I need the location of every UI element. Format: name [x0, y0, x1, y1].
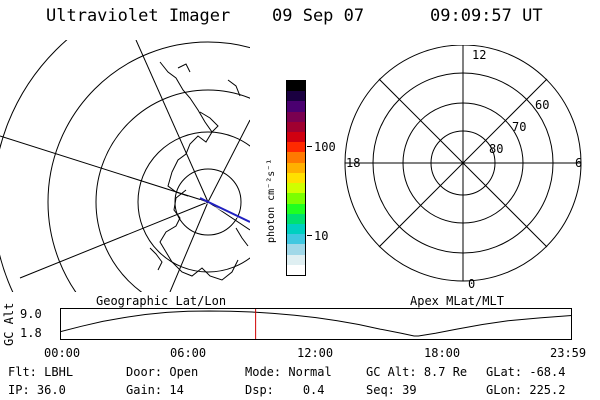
colorbar-band: [287, 234, 305, 245]
time-label: 09:09:57 UT: [430, 6, 543, 26]
colorbar-band: [287, 101, 305, 113]
altitude-plot-frame: [60, 308, 572, 340]
mlat-label-80: 80: [489, 142, 503, 156]
altitude-series-line: [60, 310, 572, 337]
colorbar-band: [287, 223, 305, 235]
colorbar-band: [287, 81, 305, 92]
mlt-label-6: 6: [575, 156, 582, 170]
xtick-1200: 12:00: [297, 346, 334, 360]
lat-circle: [47, 41, 250, 292]
track-line: [199, 197, 250, 223]
coastline: [159, 61, 213, 197]
colorbar-tickmark: [307, 146, 312, 147]
coastline: [227, 79, 241, 97]
geographic-panel-label: Geographic Lat/Lon: [96, 294, 227, 308]
colorbar-band: [287, 254, 305, 266]
altitude-ytick-bottom: 1.8: [20, 326, 42, 340]
status-ip: IP: 36.0: [8, 383, 66, 397]
colorbar-unit-label: photon cm⁻²s⁻¹: [266, 158, 277, 243]
date-label: 09 Sep 07: [272, 6, 365, 26]
coastline: [159, 189, 239, 281]
polar-mlt-plot: 12 6 0 18 60 70 80: [344, 45, 582, 290]
mlt-label-18: 18: [346, 156, 360, 170]
meridian: [169, 201, 209, 292]
coastline: [235, 227, 249, 247]
colorbar-band: [287, 91, 305, 102]
colorbar-tick-10: 10: [314, 229, 329, 243]
altitude-ylabel: GC Alt: [2, 302, 16, 346]
colorbar-band: [287, 203, 305, 215]
colorbar-band: [287, 244, 305, 256]
coastline: [177, 63, 191, 73]
colorbar-band: [287, 264, 305, 275]
altitude-plot: [60, 308, 572, 340]
colorbar-band: [287, 111, 305, 123]
colorbar-band: [287, 162, 305, 174]
mlt-label-12: 12: [472, 48, 486, 62]
xtick-0000: 00:00: [44, 346, 81, 360]
colorbar-band: [287, 172, 305, 184]
status-glon: GLon: 225.2: [486, 383, 566, 397]
altitude-ytick-top: 9.0: [20, 307, 42, 321]
apex-panel-label: Apex MLat/MLT: [410, 294, 504, 308]
meridian: [207, 119, 250, 203]
status-gain: Gain: 14: [126, 383, 184, 397]
instrument-title: Ultraviolet Imager: [46, 6, 231, 26]
colorbar-band: [287, 132, 305, 143]
colorbar-tick-100: 100: [314, 140, 336, 154]
mlt-label-0: 0: [468, 277, 475, 290]
xtick-2359: 23:59: [550, 346, 587, 360]
status-door: Door: Open: [126, 365, 199, 379]
track-line: [199, 199, 250, 225]
colorbar-tickmark: [307, 235, 312, 236]
status-glat: GLat: -68.4: [486, 365, 566, 379]
meridian: [207, 201, 250, 231]
meridian: [0, 135, 209, 203]
status-gc-alt: GC Alt: 8.7 Re: [366, 365, 468, 379]
colorbar-band: [287, 152, 305, 164]
status-seq: Seq: 39: [366, 383, 417, 397]
colorbar-band: [287, 121, 305, 133]
xtick-0600: 06:00: [170, 346, 207, 360]
lat-circle: [0, 40, 68, 292]
coastline: [149, 247, 163, 271]
lat-circle: [95, 89, 250, 292]
status-dsp: Dsp: 0.4: [245, 383, 325, 397]
xtick-1800: 18:00: [424, 346, 461, 360]
colorbar-band: [287, 193, 305, 205]
lat-circle: [137, 131, 250, 273]
meridian: [135, 40, 209, 203]
colorbar-band: [287, 142, 305, 153]
coastline: [199, 111, 219, 133]
status-mode: Mode: Normal: [245, 365, 332, 379]
status-filter: Flt: LBHL: [8, 365, 74, 379]
geographic-map: [0, 40, 250, 292]
mlat-label-70: 70: [512, 120, 526, 134]
mlat-label-60: 60: [535, 98, 549, 112]
meridian: [19, 201, 209, 279]
colorbar-band: [287, 183, 305, 194]
colorbar: [286, 80, 306, 276]
polar-diagonal: [378, 78, 548, 248]
colorbar-band: [287, 213, 305, 225]
